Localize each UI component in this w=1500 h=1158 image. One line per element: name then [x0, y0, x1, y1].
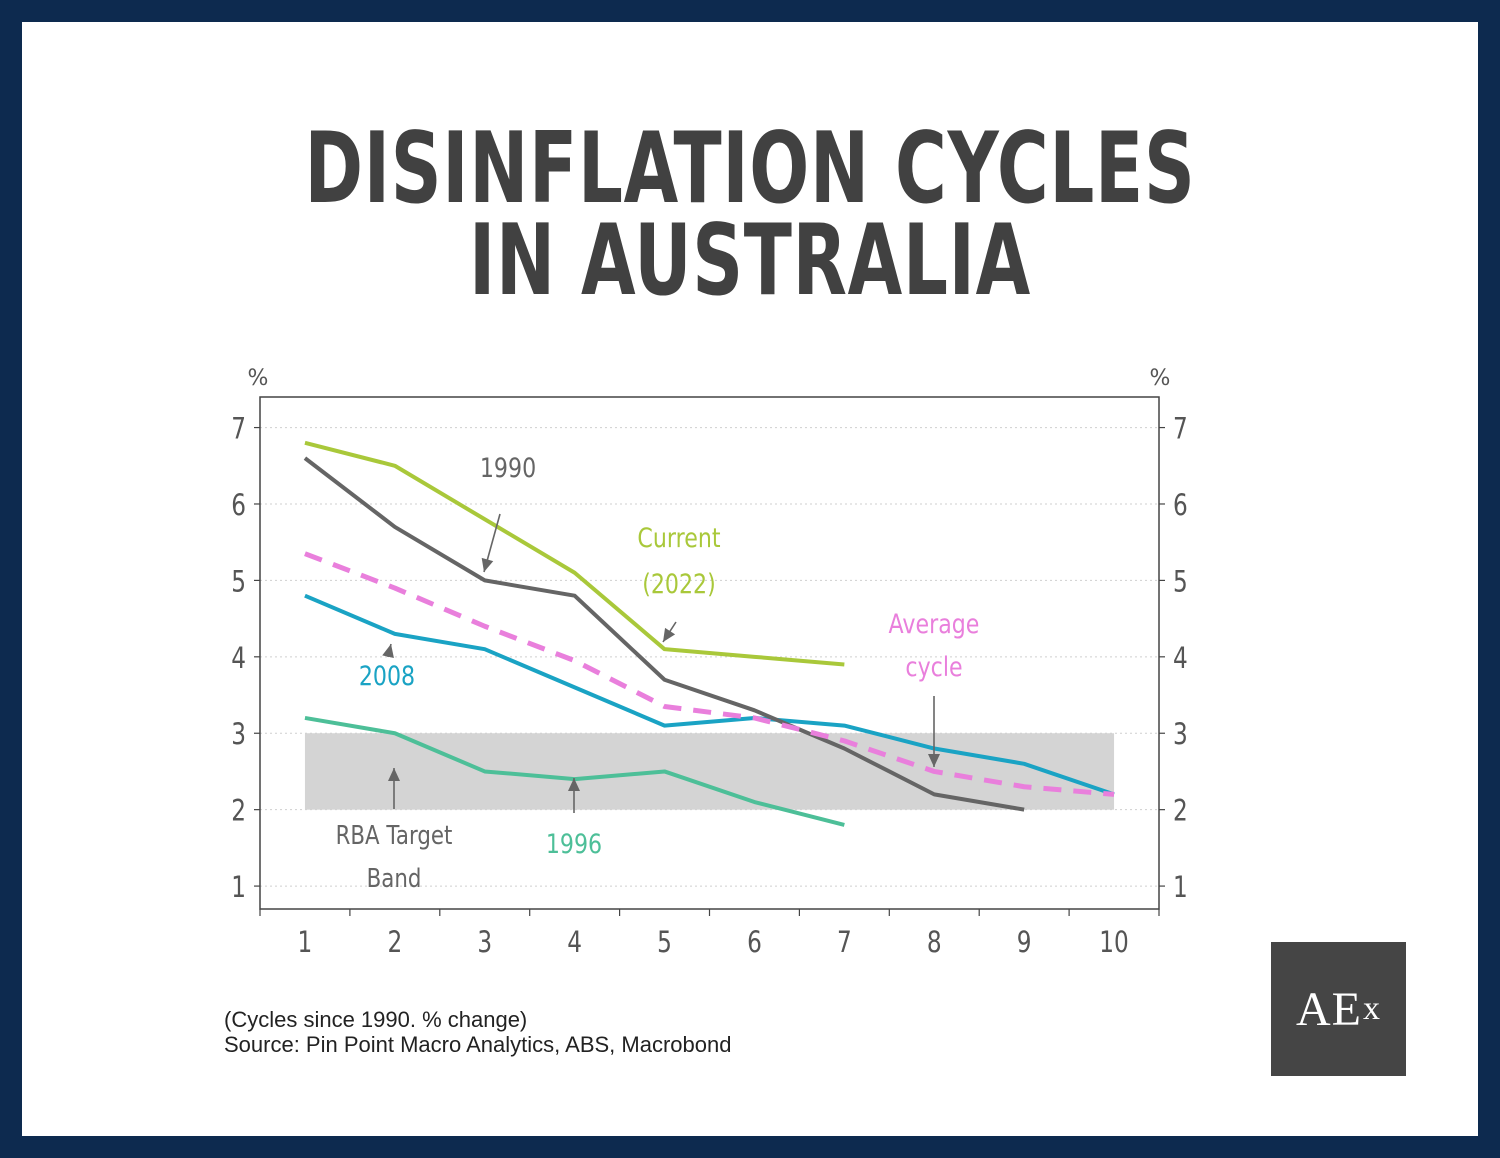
- ytick-label-left-4: 4: [231, 642, 246, 675]
- rba-target-band: [304, 733, 1115, 810]
- ytick-label-right-4: 4: [1173, 642, 1188, 675]
- title-line-2: IN AUSTRALIA: [469, 204, 1031, 318]
- xtick-label-3: 3: [477, 927, 492, 960]
- ytick-label-left-1: 1: [231, 872, 246, 905]
- ytick-label-right-3: 3: [1173, 719, 1188, 752]
- ytick-label-left-2: 2: [231, 795, 246, 828]
- xtick-label-10: 10: [1099, 927, 1129, 960]
- aex-logo: AE x: [1271, 942, 1406, 1076]
- arrow-1990-head: [481, 557, 494, 572]
- xtick-label-4: 4: [567, 927, 582, 960]
- xtick-label-8: 8: [927, 927, 942, 960]
- axes-layer: 1 1 2 2 3 3 4 4 5 5 6 6 7 7 1 2 3 4 5 6 7 8 9 10: [231, 396, 1188, 960]
- label-1996: 1996: [546, 828, 602, 860]
- label-1990: 1990: [480, 452, 536, 484]
- arrow-2008-head: [382, 644, 394, 659]
- ytick-label-right-7: 7: [1173, 413, 1188, 446]
- grid-layer: [260, 427, 1159, 887]
- series-line-2008: [304, 593, 1115, 797]
- label-band-line2: Band: [367, 863, 422, 894]
- ytick-label-right-5: 5: [1173, 566, 1188, 599]
- label-average-line2: cycle: [905, 651, 962, 683]
- title-line-1: DISINFLATION CYCLES: [304, 112, 1196, 226]
- label-band-line1: RBA Target: [336, 820, 453, 851]
- xtick-label-2: 2: [387, 927, 402, 960]
- xtick-label-1: 1: [298, 927, 313, 960]
- logo-suffix-text: x: [1362, 990, 1381, 1027]
- caption-source: Source: Pin Point Macro Analytics, ABS, …: [224, 1032, 732, 1057]
- left-unit-label: %: [248, 366, 269, 391]
- series-line-1990: [303, 456, 1025, 812]
- card: DISINFLATION CYCLES IN AUSTRALIA 1 1 2 2 3 3 4…: [22, 22, 1478, 1136]
- ytick-label-left-3: 3: [231, 719, 246, 752]
- ytick-label-right-2: 2: [1173, 795, 1188, 828]
- xtick-label-9: 9: [1017, 927, 1032, 960]
- arrow-average-head: [928, 754, 940, 767]
- ytick-label-left-5: 5: [231, 566, 246, 599]
- ytick-label-right-6: 6: [1173, 490, 1188, 523]
- label-2008: 2008: [359, 660, 415, 692]
- caption-note: (Cycles since 1990. % change): [224, 1007, 528, 1032]
- label-current-line2: (2022): [642, 568, 716, 600]
- arrow-band-head: [388, 768, 400, 781]
- arrow-1996-head: [568, 778, 580, 791]
- xtick-label-7: 7: [837, 927, 852, 960]
- xtick-label-5: 5: [657, 927, 672, 960]
- xtick-label-6: 6: [747, 927, 762, 960]
- ytick-label-left-6: 6: [231, 490, 246, 523]
- arrow-current-head: [663, 627, 676, 642]
- disinflation-chart: 1 1 2 2 3 3 4 4 5 5 6 6 7 7 1 2 3 4 5 6 7 8 9 10 % % 1990 Curre…: [231, 366, 1188, 960]
- ytick-label-left-7: 7: [231, 413, 246, 446]
- label-current-line1: Current: [637, 522, 720, 554]
- right-unit-label: %: [1150, 366, 1171, 391]
- series-line-average-cycle: [304, 551, 1115, 797]
- series-line-current-2022: [304, 440, 845, 667]
- ytick-label-right-1: 1: [1173, 872, 1188, 905]
- label-average-line1: Average: [889, 608, 980, 640]
- logo-main-text: AE: [1296, 982, 1362, 1036]
- annotation-layer: [382, 513, 940, 813]
